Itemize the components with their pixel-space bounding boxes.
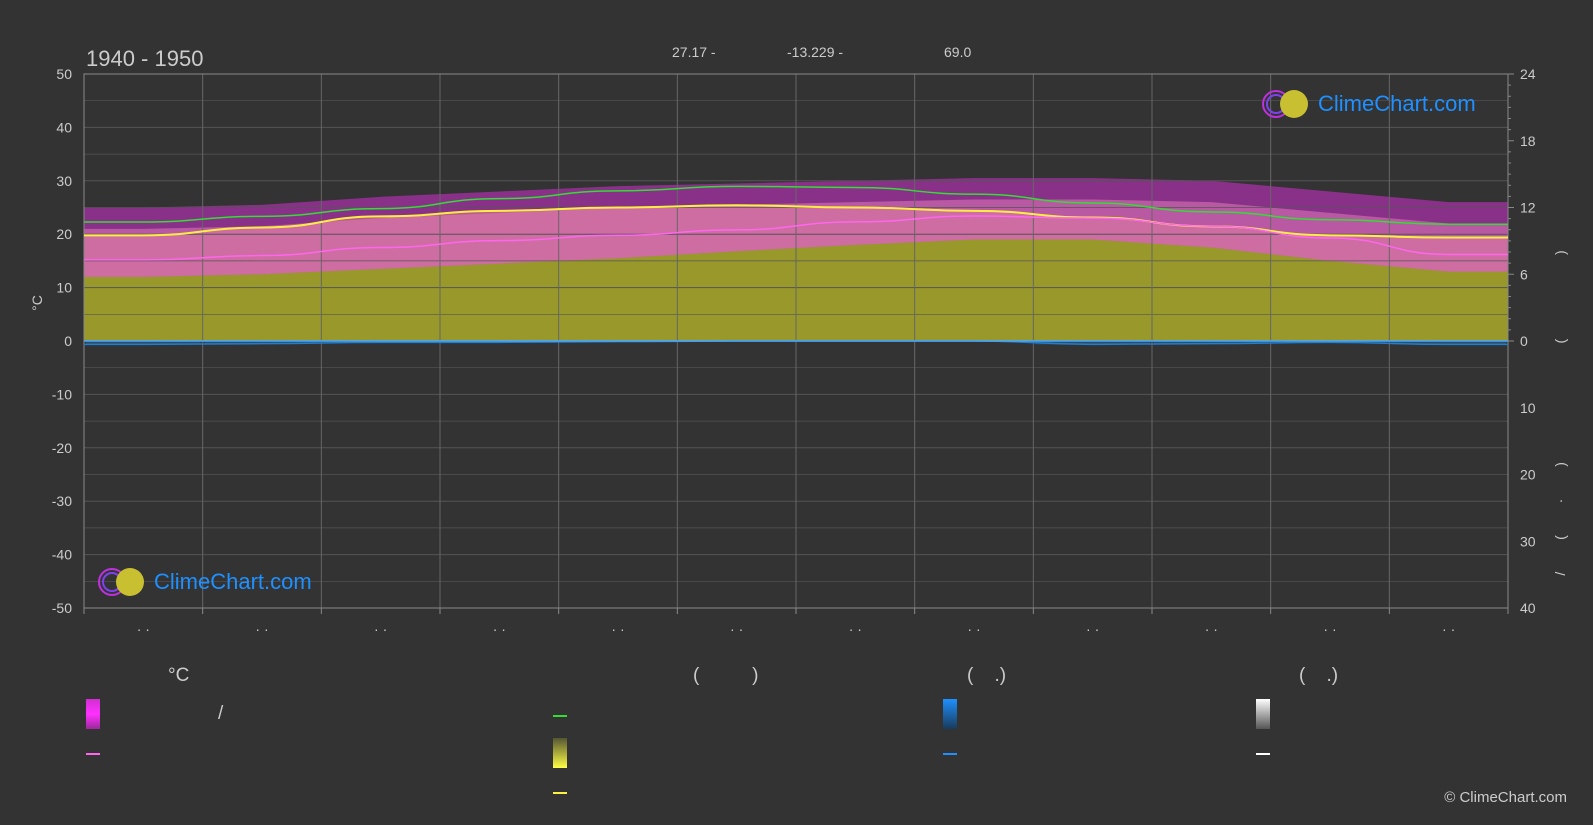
climechart-logo-icon xyxy=(98,568,144,596)
mean-temp-line-swatch xyxy=(86,753,100,755)
left-tick-label: -50 xyxy=(52,600,72,616)
x-tick-label: · · xyxy=(849,621,862,637)
right-top-tick-label: 18 xyxy=(1520,133,1536,149)
left-tick-label: 10 xyxy=(56,280,72,296)
climechart-logo-icon xyxy=(1262,90,1308,118)
x-tick-label: · · xyxy=(1205,621,1218,637)
logo-top: ClimeChart.com xyxy=(1260,88,1476,120)
rain-line-swatch xyxy=(943,753,957,755)
sunshine-swatch xyxy=(553,738,567,768)
right-top-tick-label: 24 xyxy=(1520,66,1536,82)
left-tick-label: 50 xyxy=(56,66,72,82)
sunshine-line-swatch xyxy=(553,792,567,794)
x-tick-label: · · xyxy=(967,621,980,637)
daylight-line xyxy=(84,185,1508,225)
right-bottom-tick-label: 30 xyxy=(1520,533,1536,549)
right-top-tick-label: 12 xyxy=(1520,200,1536,216)
legend-rain-title: ( .) xyxy=(967,665,1007,686)
x-tick-label: · · xyxy=(1086,621,1099,637)
x-tick-label: · · xyxy=(255,621,268,637)
snow-swatch xyxy=(1256,699,1270,729)
precip-bar xyxy=(1035,341,1150,345)
x-tick-label: · · xyxy=(137,621,150,637)
logo-text: ClimeChart.com xyxy=(1318,91,1476,116)
left-tick-label: -20 xyxy=(52,440,72,456)
x-tick-label: · · xyxy=(374,621,387,637)
legend-snow-title: ( .) xyxy=(1299,665,1339,686)
sunshine-line xyxy=(84,204,1508,239)
left-tick-label: -30 xyxy=(52,493,72,509)
elevation-label: 69.0 xyxy=(944,44,972,60)
right-top-axis-label: ( ) xyxy=(1552,210,1568,343)
x-tick-label: · · xyxy=(493,621,506,637)
left-tick-label: 20 xyxy=(56,226,72,242)
latitude-label: 27.17 - xyxy=(672,44,716,60)
right-top-tick-label: 0 xyxy=(1520,333,1528,349)
daylight-line-swatch xyxy=(553,715,567,717)
x-tick-label: · · xyxy=(730,621,743,637)
left-axis-label: °C xyxy=(29,295,45,311)
right-bottom-tick-label: 20 xyxy=(1520,467,1536,483)
rain-swatch xyxy=(943,699,957,729)
logo-bottom: ClimeChart.com xyxy=(96,566,312,598)
copyright: © ClimeChart.com xyxy=(1444,789,1567,806)
right-bottom-tick-label: 10 xyxy=(1520,400,1536,416)
left-tick-label: 40 xyxy=(56,119,72,135)
period-title: 1940 - 1950 xyxy=(86,46,204,71)
precip-bar xyxy=(1154,341,1269,344)
precip-bar xyxy=(1391,341,1506,345)
precip-bar xyxy=(204,341,320,344)
x-tick-label: · · xyxy=(611,621,624,637)
precip-bar xyxy=(86,341,201,345)
axes: 50 40 30 20 10 0 -10 -20 -30 -40 -50 °C 24 18 12 6 0 10 20… xyxy=(29,66,1568,637)
left-tick-label: 0 xyxy=(64,333,72,349)
chart-lines xyxy=(84,185,1508,346)
x-tick-label: · · xyxy=(1442,621,1455,637)
mean-temperature-line xyxy=(84,215,1508,261)
right-bottom-tick-label: 40 xyxy=(1520,600,1536,616)
right-bottom-axis-label: / ( · ) xyxy=(1552,448,1568,576)
left-tick-label: 30 xyxy=(56,173,72,189)
legend-temperature-title: °C xyxy=(168,665,190,686)
right-top-tick-label: 6 xyxy=(1520,266,1528,282)
legend-slash: / xyxy=(218,703,224,724)
left-tick-label: -10 xyxy=(52,386,72,402)
x-tick-label: · · xyxy=(1323,621,1336,637)
left-tick-label: -40 xyxy=(52,547,72,563)
snow-line-swatch xyxy=(1256,753,1270,755)
temp-range-swatch xyxy=(86,699,100,729)
longitude-label: -13.229 - xyxy=(787,44,844,60)
logo-text: ClimeChart.com xyxy=(154,569,312,594)
legend-sun-title: ( ) xyxy=(693,665,759,686)
